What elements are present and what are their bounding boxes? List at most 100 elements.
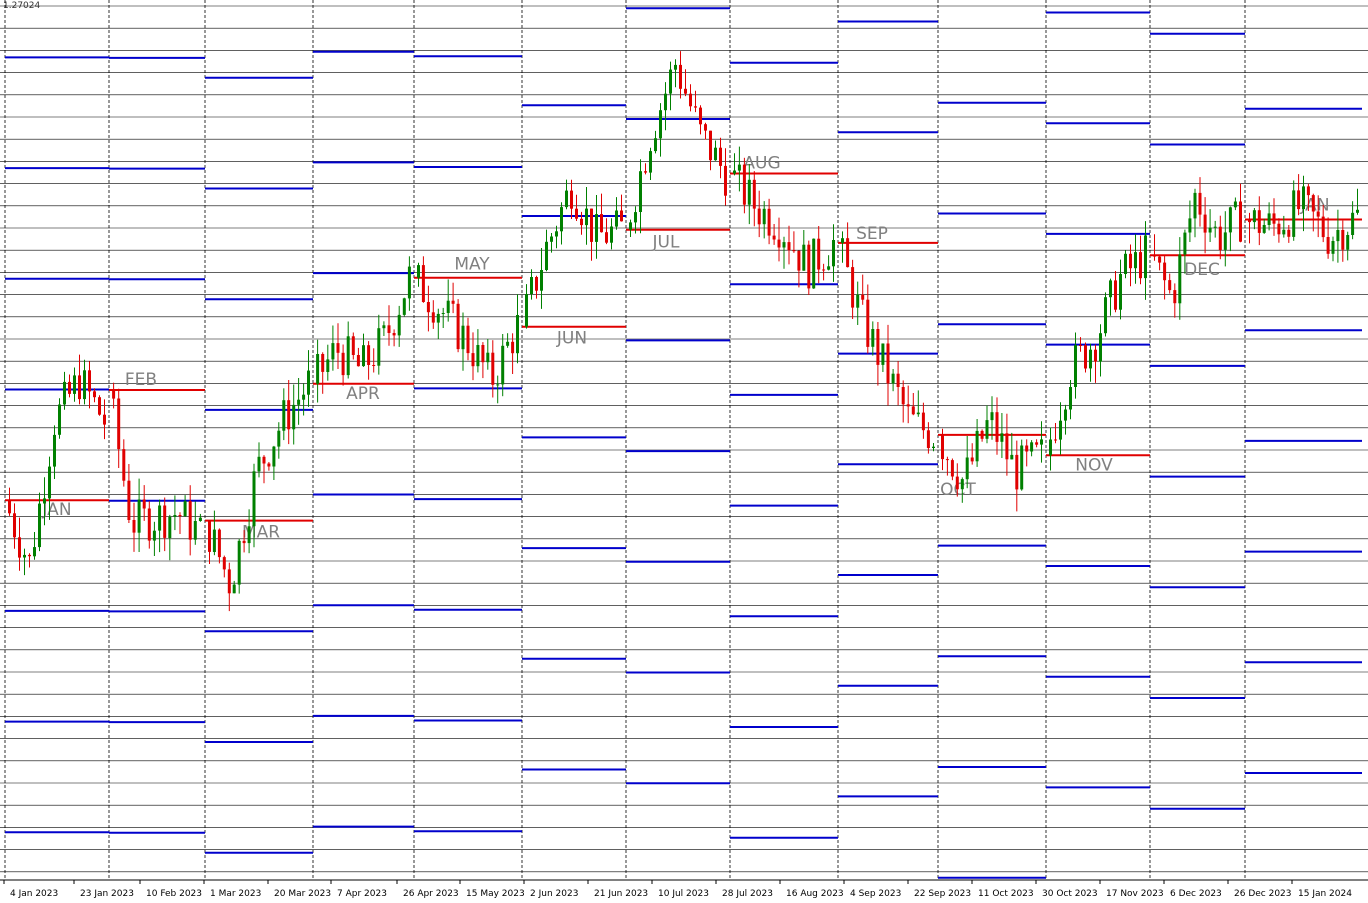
candle-body xyxy=(8,500,11,514)
candle-body xyxy=(436,313,440,323)
candle-body xyxy=(262,456,266,464)
candle-body xyxy=(1306,186,1310,196)
candle-body xyxy=(1292,190,1296,237)
candle-body xyxy=(737,164,741,171)
candle-body xyxy=(501,345,505,385)
candle-body xyxy=(481,345,485,363)
candle-body xyxy=(242,540,246,544)
candle-body xyxy=(307,370,310,395)
candle-body xyxy=(1010,454,1014,460)
candle-body xyxy=(580,218,583,226)
candle-body xyxy=(851,267,855,308)
candle-body xyxy=(461,325,465,350)
candle-body xyxy=(431,312,435,323)
candle-body xyxy=(93,391,96,398)
candle-body xyxy=(168,516,172,538)
candle-body xyxy=(807,244,811,289)
candle-body xyxy=(73,375,76,394)
x-tick-label: 15 May 2023 xyxy=(466,889,525,899)
candle-body xyxy=(921,412,925,431)
month-label: JUN xyxy=(556,329,587,349)
candle-body xyxy=(1351,212,1355,235)
x-tick-label: 15 Jan 2024 xyxy=(1298,889,1352,899)
candle-body xyxy=(871,329,875,347)
candle-body xyxy=(1257,210,1261,233)
candle-body xyxy=(421,265,425,302)
candle-body xyxy=(719,147,722,166)
candle-body xyxy=(282,400,286,431)
candle-body xyxy=(941,434,944,460)
candle-body xyxy=(1228,207,1232,233)
candle-body xyxy=(817,238,821,270)
candle-body xyxy=(1158,256,1162,263)
candle-body xyxy=(33,547,36,557)
candle-body xyxy=(117,398,121,450)
candle-body xyxy=(1262,225,1266,233)
candle-body xyxy=(331,343,335,360)
candle-body xyxy=(1020,445,1024,490)
candle-body xyxy=(841,238,844,243)
x-tick-label: 11 Oct 2023 xyxy=(978,889,1034,899)
candle-body xyxy=(1139,252,1142,279)
candle-body xyxy=(1064,409,1067,421)
x-tick-label: 10 Jul 2023 xyxy=(658,889,709,899)
month-label: JAN xyxy=(41,500,71,520)
candle-body xyxy=(615,210,618,227)
candle-body xyxy=(886,343,890,384)
candle-body xyxy=(590,208,593,242)
candle-body xyxy=(1015,454,1019,490)
candle-body xyxy=(158,505,162,531)
candle-body xyxy=(48,466,51,499)
candle-body xyxy=(1035,442,1039,445)
candle-body xyxy=(1040,439,1043,445)
candle-body xyxy=(757,208,761,225)
candle-body xyxy=(995,412,999,442)
candle-body xyxy=(1163,262,1167,281)
candle-body xyxy=(634,212,637,223)
candle-body xyxy=(267,463,271,467)
candle-body xyxy=(372,365,376,366)
x-tick-label: 4 Sep 2023 xyxy=(850,889,901,899)
candle-body xyxy=(1168,280,1172,291)
candle-body xyxy=(1109,280,1112,298)
month-label: MAY xyxy=(454,255,490,275)
candle-body xyxy=(28,554,31,557)
candle-body xyxy=(13,513,16,538)
candle-body xyxy=(742,164,746,205)
candle-body xyxy=(1336,230,1340,242)
month-label: NOV xyxy=(1075,455,1113,475)
candle-body xyxy=(896,373,900,387)
candle-body xyxy=(1346,235,1350,250)
candle-body xyxy=(1129,253,1132,269)
candle-body xyxy=(103,414,106,425)
candle-body xyxy=(377,328,381,366)
candle-body xyxy=(565,190,568,208)
candle-body xyxy=(985,420,989,439)
candle-body xyxy=(575,208,578,219)
candle-body xyxy=(208,520,211,552)
candle-body xyxy=(1316,211,1320,217)
x-tick-label: 28 Jul 2023 xyxy=(722,889,773,899)
candle-body xyxy=(767,208,771,236)
candle-body xyxy=(127,480,131,520)
candle-body xyxy=(88,370,91,392)
candle-body xyxy=(1124,253,1127,274)
candle-body xyxy=(570,190,573,209)
candle-body xyxy=(777,239,781,248)
candle-body xyxy=(960,479,964,490)
x-tick-label: 10 Feb 2023 xyxy=(146,889,202,899)
candle-body xyxy=(1134,252,1137,269)
candle-body xyxy=(906,404,910,407)
candle-body xyxy=(550,236,553,242)
candle-body xyxy=(277,430,281,447)
month-label: DEC xyxy=(1184,260,1220,280)
candle-body xyxy=(1198,192,1202,215)
x-tick-label: 2 Jun 2023 xyxy=(530,889,578,899)
candle-body xyxy=(560,207,563,232)
candle-body xyxy=(1233,201,1237,208)
candle-body xyxy=(530,277,533,294)
candle-body xyxy=(724,165,727,196)
candle-body xyxy=(336,343,340,353)
candle-body xyxy=(232,584,236,594)
candle-body xyxy=(752,179,756,209)
